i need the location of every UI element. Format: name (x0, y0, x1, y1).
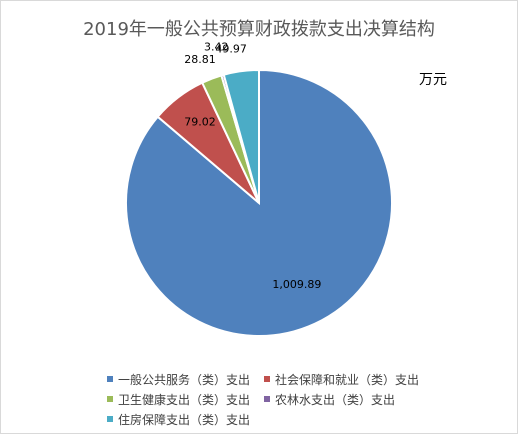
legend-item-general-public-services: 一般公共服务（类）支出 (107, 371, 250, 388)
legend-row: 一般公共服务（类）支出 社会保障和就业（类）支出 (107, 369, 427, 389)
legend-swatch (107, 396, 113, 402)
pie-slices (125, 68, 393, 337)
legend-label: 住房保障支出（类）支出 (118, 412, 251, 427)
legend-label: 农林水支出（类）支出 (275, 392, 396, 407)
legend-swatch (264, 376, 271, 382)
legend-label: 卫生健康支出（类）支出 (118, 392, 251, 407)
legend-item-housing: 住房保障支出（类）支出 (107, 411, 250, 428)
data-label-general-public-services: 1,009.89 (272, 278, 321, 291)
unit-label: 万元 (419, 72, 447, 88)
legend-swatch (264, 396, 271, 402)
legend-item-social-security: 社会保障和就业（类）支出 (264, 371, 419, 388)
legend-swatch (107, 416, 113, 422)
slice-housing (222, 68, 260, 204)
data-label-social-security: 79.02 (184, 116, 216, 129)
legend-item-health: 卫生健康支出（类）支出 (107, 391, 250, 408)
data-label-agriculture: 3.42 (204, 41, 229, 54)
data-label-housing: 49.97 (215, 42, 247, 55)
legend-row: 卫生健康支出（类）支出 农林水支出（类）支出 (107, 389, 427, 409)
legend-swatch (107, 376, 113, 382)
slice-general-public-services (125, 68, 393, 337)
chart-legend: 一般公共服务（类）支出 社会保障和就业（类）支出 卫生健康支出（类）支出 农林水… (107, 369, 427, 429)
data-label-health: 28.81 (184, 53, 216, 66)
legend-row: 住房保障支出（类）支出 (107, 409, 427, 429)
legend-label: 一般公共服务（类）支出 (118, 372, 251, 387)
legend-item-agriculture: 农林水支出（类）支出 (264, 391, 395, 408)
chart-title: 2019年一般公共预算财政拨款支出决算结构 (83, 19, 435, 40)
legend-label: 社会保障和就业（类）支出 (275, 372, 420, 387)
